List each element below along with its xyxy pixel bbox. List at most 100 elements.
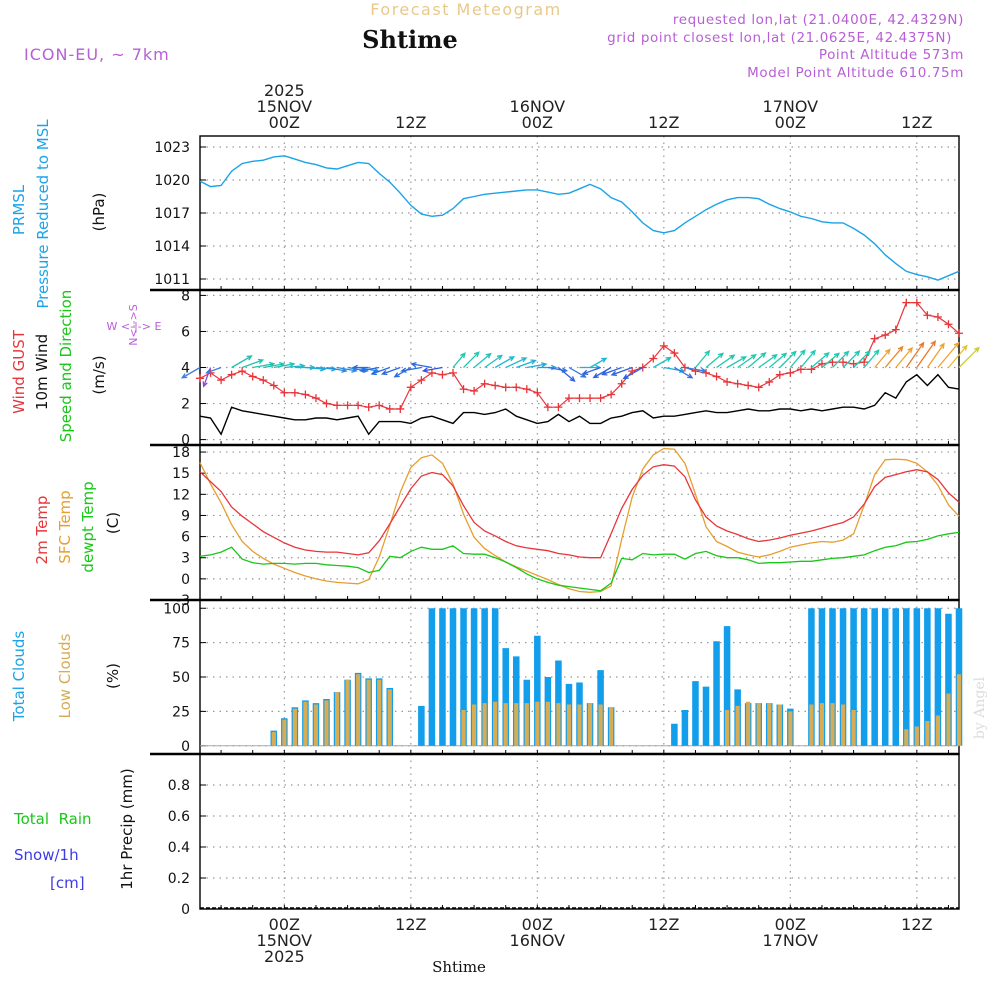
wind-arrow	[473, 352, 492, 368]
wind-gust-label: Wind GUST	[10, 329, 28, 414]
low-cloud-bar	[545, 701, 550, 746]
top-time-label: 00Z	[269, 113, 300, 132]
total-cloud-bar	[839, 608, 847, 746]
wind-arrow	[600, 366, 622, 376]
wind-arrow	[884, 345, 904, 368]
y-tick-label: 100	[163, 601, 190, 617]
gust-marker	[522, 385, 531, 394]
low-cloud-bar	[746, 701, 751, 746]
gust-marker	[438, 370, 447, 379]
y-tick-label: 3	[181, 551, 190, 567]
low-cloud-bar	[292, 708, 297, 746]
y-tick-label: 8	[181, 288, 190, 304]
wind-arrow	[810, 352, 830, 368]
cloud-labels: Total Clouds Low Clouds (%)	[10, 631, 122, 723]
wind-arrow	[452, 352, 466, 368]
bottom-time-label: 00Z	[522, 915, 553, 934]
total-clouds-label: Total Clouds	[10, 631, 28, 723]
wind-arrow	[359, 366, 380, 373]
wind-arrow	[853, 350, 871, 368]
gust-marker	[269, 381, 278, 390]
wind-unit: (m/s)	[90, 355, 108, 394]
total-cloud-bar	[439, 608, 446, 746]
low-cloud-bar	[345, 679, 350, 746]
gust-marker	[786, 368, 795, 377]
wind-arrow	[695, 349, 711, 368]
gust-marker	[670, 349, 679, 358]
total-cloud-bar	[818, 608, 826, 746]
y-tick-label: 6	[181, 324, 190, 340]
total-cloud-bar	[808, 608, 815, 746]
gust-marker	[902, 298, 911, 307]
total-cloud-bar	[692, 681, 699, 746]
gust-marker	[754, 383, 763, 392]
wind-10m-line	[199, 373, 960, 436]
wind-arrow	[726, 356, 747, 369]
top-time-label: 00Z	[775, 113, 806, 132]
top-time-label: 12Z	[395, 113, 426, 132]
panel-frame	[199, 444, 960, 601]
y-tick-label: 0.6	[168, 809, 190, 825]
low-cloud-bar	[482, 703, 487, 746]
wind-arrow	[916, 340, 937, 368]
y-tick-label: 75	[172, 636, 190, 652]
gust-marker	[807, 365, 816, 374]
low-cloud-bar	[809, 704, 814, 746]
low-cloud-bar	[914, 726, 919, 746]
bottom-time-label: 12Z	[901, 915, 932, 934]
low-cloud-bar	[956, 674, 962, 746]
gust-marker	[617, 379, 626, 388]
low-cloud-bar	[587, 703, 593, 746]
low-cloud-bar	[566, 704, 572, 746]
wind-arrow	[370, 366, 391, 376]
low-cloud-bar	[313, 704, 319, 746]
y-tick-label: 6	[181, 530, 190, 546]
top-time-label: 2025	[264, 81, 305, 100]
low-cloud-bar	[946, 693, 951, 746]
total-cloud-bar	[481, 608, 488, 746]
total-cloud-bar	[491, 608, 499, 746]
total-cloud-bar	[671, 723, 678, 746]
total-cloud-bar	[449, 608, 457, 746]
wind-arrow	[905, 341, 925, 368]
y-tick-label: 1014	[154, 239, 190, 255]
gust-marker	[923, 311, 932, 320]
gust-marker	[870, 334, 879, 343]
wind-arrow	[484, 354, 504, 369]
wind-arrow	[393, 366, 412, 378]
gust-marker	[217, 376, 226, 385]
wind-arrow	[747, 352, 767, 368]
wind-arrow	[895, 346, 914, 368]
clouds-unit: (%)	[104, 663, 122, 689]
gust-marker	[385, 404, 394, 413]
temp-labels: 2m Temp SFC Temp dewpt Temp (C)	[33, 481, 122, 572]
top-time-label: 16NOV	[510, 97, 566, 116]
gust-marker	[955, 329, 963, 338]
model-label: ICON-EU, ~ 7km	[24, 45, 170, 64]
low-cloud-bar	[334, 692, 340, 746]
wind-arrow	[948, 344, 968, 368]
low-cloud-bar	[598, 704, 603, 746]
pressure-labels: PRMSL Pressure Reduced to MSL (hPa)	[10, 119, 108, 309]
gust-marker	[354, 401, 363, 410]
total-cloud-bar	[534, 635, 541, 746]
total-cloud-bar	[934, 608, 942, 746]
wind-arrow	[610, 366, 633, 377]
total-cloud-bar	[460, 608, 467, 746]
model-point-altitude: Model Point Altitude 610.75m	[747, 65, 964, 81]
gust-marker	[575, 394, 584, 403]
low-cloud-bar	[925, 721, 930, 746]
gust-marker	[891, 325, 900, 334]
low-cloud-bar	[724, 710, 730, 746]
low-cloud-bar	[377, 679, 382, 746]
wind-arrow	[494, 356, 516, 369]
top-time-label: 00Z	[522, 113, 553, 132]
gust-marker	[944, 320, 953, 329]
bottom-time-label: 12Z	[395, 915, 426, 934]
bottom-time-label: 16NOV	[510, 931, 566, 950]
low-cloud-bar	[819, 703, 825, 746]
low-cloud-bar	[471, 704, 477, 746]
low-cloud-bar	[356, 674, 361, 746]
wind-arrow	[779, 350, 797, 368]
y-tick-label: 50	[172, 670, 190, 686]
